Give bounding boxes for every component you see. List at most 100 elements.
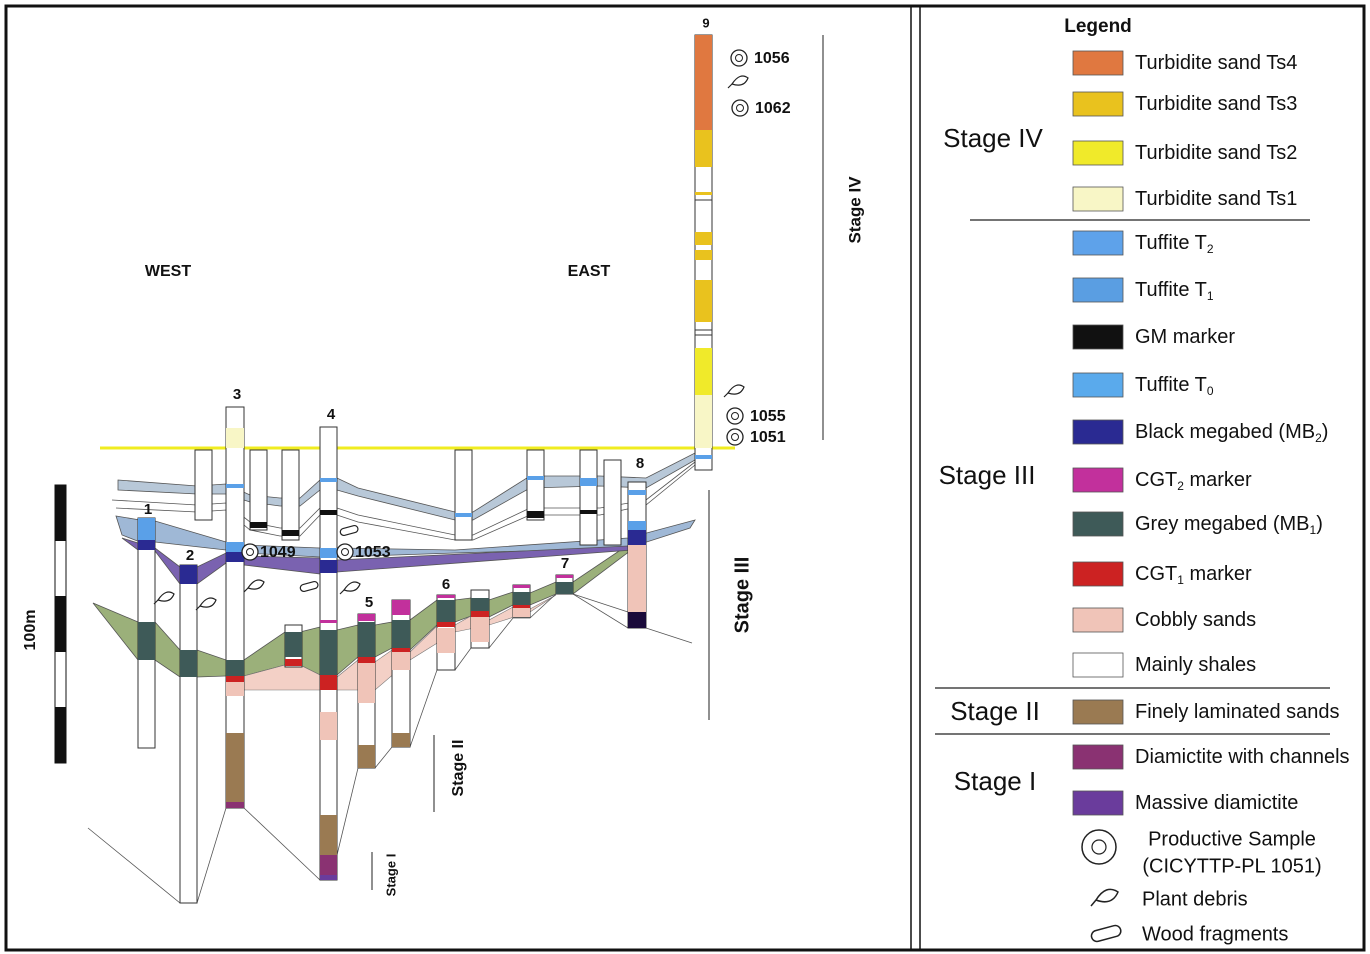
legend-label-part: ) bbox=[1322, 421, 1329, 443]
correlation-line bbox=[244, 808, 320, 880]
legend-label-part: Black megabed (MB bbox=[1135, 421, 1315, 443]
legend-label-part: Tuffite T bbox=[1135, 232, 1207, 254]
legend-swatch bbox=[1073, 745, 1123, 769]
legend-swatch bbox=[1073, 373, 1123, 397]
legend-swatch bbox=[1073, 653, 1123, 677]
legend-label: Turbidite sand Ts1 bbox=[1135, 188, 1297, 210]
scale-bar bbox=[55, 485, 66, 763]
legend-swatch bbox=[1073, 325, 1123, 349]
legend-swatch bbox=[1073, 468, 1123, 492]
wood-symbol bbox=[1090, 924, 1122, 942]
sample-icon bbox=[731, 50, 747, 66]
legend-stage: Stage IV bbox=[943, 123, 1043, 153]
sample-label: 1051 bbox=[750, 429, 786, 446]
column bbox=[195, 450, 621, 545]
legend-label: CGT1 marker bbox=[1135, 563, 1252, 587]
legend-stage: Stage III bbox=[939, 460, 1036, 490]
sample-icon bbox=[732, 100, 748, 116]
sample-label: 1056 bbox=[754, 50, 790, 67]
correlation-line bbox=[573, 594, 628, 612]
direction-label: EAST bbox=[568, 263, 611, 280]
legend-label-part: Diamictite with channels bbox=[1135, 746, 1350, 768]
legend-label: Mainly shales bbox=[1135, 654, 1256, 676]
legend-swatch bbox=[1073, 278, 1123, 302]
legend-stage: Stage I bbox=[954, 766, 1036, 796]
legend-label-part: CGT bbox=[1135, 469, 1177, 491]
direction-label: WEST bbox=[145, 263, 191, 280]
legend-swatch bbox=[1073, 700, 1123, 724]
column bbox=[320, 427, 337, 880]
legend-label-part: Cobbly sands bbox=[1135, 609, 1256, 631]
well-label: 2 bbox=[186, 547, 194, 564]
legend-label: Turbidite sand Ts3 bbox=[1135, 93, 1297, 115]
legend-swatch bbox=[1073, 562, 1123, 586]
well-label: 7 bbox=[561, 555, 569, 572]
scale-label: 100m bbox=[22, 610, 39, 651]
legend-label-part: Turbidite sand Ts4 bbox=[1135, 52, 1297, 74]
well-label: 9 bbox=[702, 15, 709, 30]
legend-swatch bbox=[1073, 141, 1123, 165]
column bbox=[628, 482, 646, 628]
legend-label-part: 2 bbox=[1207, 242, 1214, 256]
well-label: 3 bbox=[233, 386, 241, 403]
legend-label-part: 0 bbox=[1207, 384, 1214, 398]
sample-icon bbox=[242, 544, 258, 560]
legend-label: Cobbly sands bbox=[1135, 609, 1256, 631]
legend-label: Finely laminated sands bbox=[1135, 701, 1340, 723]
legend-label-part: marker bbox=[1184, 469, 1252, 491]
legend-label-part: Massive diamictite bbox=[1135, 792, 1298, 814]
legend-label: Turbidite sand Ts2 bbox=[1135, 142, 1297, 164]
well-label: 5 bbox=[365, 594, 373, 611]
page: WESTEAST12345678910561062105510511049105… bbox=[0, 0, 1370, 954]
legend-label-part: Finely laminated sands bbox=[1135, 701, 1340, 723]
stage-label: Stage II bbox=[450, 740, 467, 797]
legend-label-part: Grey megabed (MB bbox=[1135, 513, 1310, 535]
legend-swatch bbox=[1073, 791, 1123, 815]
well-label: 4 bbox=[327, 406, 336, 423]
column bbox=[138, 518, 155, 748]
column bbox=[180, 565, 197, 903]
legend-label: Plant debris bbox=[1142, 888, 1248, 910]
legend-label: Grey megabed (MB1) bbox=[1135, 513, 1323, 537]
legend-label-part: Tuffite T bbox=[1135, 374, 1207, 396]
legend-swatch bbox=[1073, 51, 1123, 75]
sample-icon bbox=[337, 544, 353, 560]
plant-symbol bbox=[1091, 889, 1118, 906]
sample-icon bbox=[727, 429, 743, 445]
legend-swatch bbox=[1073, 187, 1123, 211]
figure: WESTEAST12345678910561062105510511049105… bbox=[0, 0, 1370, 954]
legend-swatch bbox=[1073, 92, 1123, 116]
legend-label-part: 1 bbox=[1207, 289, 1214, 303]
legend-label: GM marker bbox=[1135, 326, 1235, 348]
legend-label: (CICYTTP-PL 1051) bbox=[1142, 855, 1321, 877]
well-label: 6 bbox=[442, 576, 450, 593]
legend-label-part: ) bbox=[1316, 513, 1323, 535]
legend-label-part: Turbidite sand Ts2 bbox=[1135, 142, 1297, 164]
sample-label: 1062 bbox=[755, 100, 791, 117]
legend-label-part: Tuffite T bbox=[1135, 279, 1207, 301]
legend-label: Black megabed (MB2) bbox=[1135, 421, 1328, 445]
stage-label: Stage III bbox=[731, 557, 753, 634]
legend-label: CGT2 marker bbox=[1135, 469, 1252, 493]
legend-label: Tuffite T2 bbox=[1135, 232, 1214, 256]
legend-label: Wood fragments bbox=[1142, 923, 1288, 945]
sample-label: 1055 bbox=[750, 408, 786, 425]
legend-label: Diamictite with channels bbox=[1135, 746, 1350, 768]
well-label: 1 bbox=[144, 501, 152, 518]
correlation-line bbox=[88, 808, 226, 903]
legend-label: Turbidite sand Ts4 bbox=[1135, 52, 1297, 74]
legend-label-part: Mainly shales bbox=[1135, 654, 1256, 676]
legend-label-part: marker bbox=[1184, 563, 1252, 585]
legend-swatch bbox=[1073, 512, 1123, 536]
legend-swatch bbox=[1073, 231, 1123, 255]
legend-label-part: GM marker bbox=[1135, 326, 1235, 348]
legend-label: Productive Sample bbox=[1148, 828, 1316, 850]
legend-stage: Stage II bbox=[950, 696, 1040, 726]
stage-label: Stage I bbox=[383, 854, 398, 897]
legend-label-part: Turbidite sand Ts3 bbox=[1135, 93, 1297, 115]
well-label: 8 bbox=[636, 455, 644, 472]
sample-label: 1049 bbox=[260, 544, 296, 561]
legend-swatch bbox=[1073, 420, 1123, 444]
column bbox=[695, 35, 712, 470]
